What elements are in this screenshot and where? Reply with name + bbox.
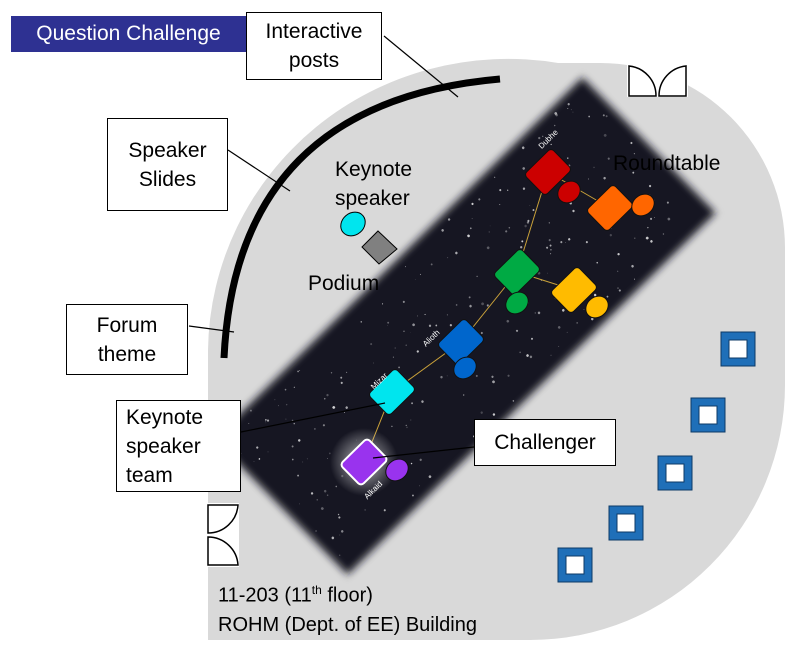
round-table bbox=[587, 185, 655, 231]
seat-icon bbox=[657, 455, 693, 491]
round-table: Alkaid bbox=[330, 428, 409, 501]
forum-theme-callout: Forum theme bbox=[66, 304, 188, 375]
callout-leaders bbox=[188, 35, 475, 459]
room-floor-close: floor) bbox=[321, 584, 373, 607]
seat-icon bbox=[690, 397, 726, 433]
round-table bbox=[494, 249, 540, 315]
challenger-callout: Challenger bbox=[474, 419, 616, 466]
door-icon bbox=[206, 503, 239, 567]
room-floor-sup: th bbox=[311, 583, 322, 597]
room-number: 11-203 bbox=[218, 584, 279, 607]
seat-icon bbox=[557, 547, 593, 583]
podium-label: Podium bbox=[308, 272, 379, 295]
keynote-speaker-team-callout: Keynote speaker team bbox=[116, 400, 241, 492]
podium-icon bbox=[361, 230, 398, 265]
seat-icon bbox=[608, 505, 644, 541]
room-building: ROHM (Dept. of EE) Building bbox=[218, 613, 477, 636]
round-table bbox=[551, 267, 609, 319]
room-floor-open: (11 bbox=[284, 584, 312, 607]
speaker-slides-screen bbox=[220, 75, 501, 359]
room-caption: 11-203 (11th floor) ROHM (Dept. of EE) B… bbox=[218, 576, 477, 640]
speaker-slides-callout: Speaker Slides bbox=[107, 118, 228, 211]
interactive-posts-callout: Interactive posts bbox=[246, 12, 382, 80]
audience-seats bbox=[557, 331, 756, 583]
seat-icon bbox=[720, 331, 756, 367]
room-number-line: 11-203 (11th floor) bbox=[218, 576, 477, 611]
keynote-speaker-marker bbox=[340, 211, 366, 237]
roundtable-label: Roundtable bbox=[613, 152, 720, 175]
keynote-speaker-label: Keynote speaker bbox=[335, 158, 418, 210]
door-icon bbox=[627, 65, 688, 97]
page-title: Question Challenge bbox=[11, 16, 246, 52]
